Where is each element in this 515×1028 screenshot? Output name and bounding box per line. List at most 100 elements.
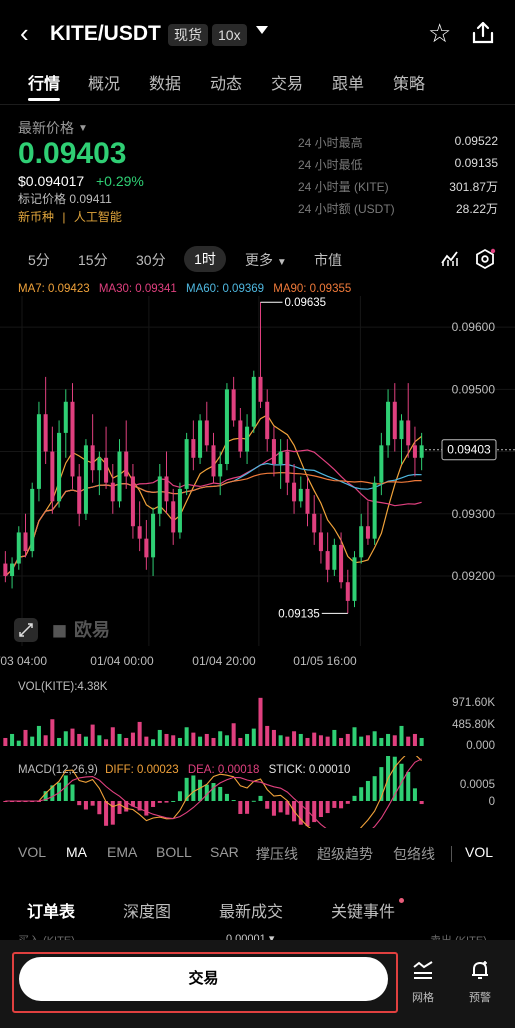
macd-bar: [184, 777, 189, 801]
tab-market[interactable]: 行情: [28, 76, 61, 93]
candlestick-chart[interactable]: ◼ 欧易 0.096000.095000.094000.093000.09200…: [0, 296, 515, 672]
macd-bar: [352, 795, 357, 801]
volume-bar: [43, 735, 48, 746]
tab-key-events[interactable]: 关键事件: [331, 904, 396, 921]
volume-bar: [352, 727, 357, 746]
indicator-ma[interactable]: MA: [66, 844, 87, 860]
candle: [271, 439, 276, 464]
x-axis-label: /03 04:00: [0, 654, 47, 668]
indicator-vol-sub[interactable]: VOL: [465, 844, 494, 860]
candle: [164, 476, 169, 502]
macd-bar: [325, 801, 330, 814]
price-label[interactable]: 最新价格 ▼: [18, 118, 88, 138]
candle: [399, 420, 404, 440]
grid-button[interactable]: 网格: [403, 958, 443, 1005]
volume-bar: [399, 725, 404, 746]
tag-ai[interactable]: 人工智能: [73, 210, 122, 224]
indicator-ema[interactable]: EMA: [107, 844, 138, 860]
tab-latest-trades[interactable]: 最新成交: [219, 904, 284, 921]
indicator-supertrend[interactable]: 超级趋势: [317, 846, 373, 862]
timeframe-5m[interactable]: 5分: [28, 252, 50, 268]
macd-bar: [97, 801, 102, 815]
price-change: +0.29%: [96, 173, 144, 189]
macd-bar: [245, 801, 250, 814]
x-axis-label: 01/04 20:00: [192, 654, 256, 668]
candle: [63, 401, 68, 433]
macd-bar: [77, 801, 82, 806]
grid-icon: [413, 961, 433, 979]
volume-bar: [23, 729, 28, 746]
timeframe-bar: 5分 15分 30分 1时 更多 ▼ 市值: [0, 246, 515, 272]
x-axis-label: 01/05 16:00: [293, 654, 357, 668]
macd-lines: [5, 756, 422, 828]
macd-bar: [238, 801, 243, 814]
candle: [198, 420, 203, 458]
timeframe-market-cap[interactable]: 市值: [314, 252, 342, 268]
macd-bar: [63, 775, 68, 801]
alert-button[interactable]: 预警: [460, 958, 500, 1005]
macd-bar: [332, 801, 337, 808]
tab-data[interactable]: 数据: [149, 76, 182, 93]
mark-price: 标记价格 0.09411: [18, 192, 112, 206]
macd-bar: [372, 776, 377, 801]
volume-bar: [70, 728, 75, 746]
stat-low: 24 小时最低 0.09135: [298, 156, 498, 178]
timeframe-more[interactable]: 更多 ▼: [245, 250, 287, 270]
indicator-chart-icon[interactable]: [440, 248, 460, 273]
tab-copy[interactable]: 跟单: [332, 76, 365, 93]
timeframe-15m[interactable]: 15分: [78, 252, 108, 268]
ma-legend: MA7: 0.09423 MA30: 0.09341 MA60: 0.09369…: [18, 283, 357, 295]
back-icon[interactable]: ‹: [20, 18, 29, 48]
timeframe-30m[interactable]: 30分: [136, 252, 166, 268]
candle: [151, 513, 156, 558]
candle: [157, 476, 162, 514]
candle: [83, 445, 88, 514]
macd-bar: [312, 801, 317, 823]
indicator-sar[interactable]: SAR: [210, 844, 239, 860]
candle: [117, 451, 122, 502]
category-tags: 新币种 | 人工智能: [18, 208, 122, 225]
macd-bar: [57, 782, 62, 801]
candle: [406, 420, 411, 446]
indicator-support-resistance[interactable]: 撑压线: [256, 846, 298, 862]
macd-bar: [3, 801, 8, 802]
watermark-text: 欧易: [74, 619, 110, 640]
candle: [90, 445, 95, 471]
tab-overview[interactable]: 概况: [88, 76, 121, 93]
tab-strategy[interactable]: 策略: [393, 76, 426, 93]
candles: [3, 302, 424, 614]
tab-depth-chart[interactable]: 深度图: [123, 904, 172, 921]
notification-dot: [399, 898, 404, 903]
candle: [278, 451, 283, 464]
trade-button[interactable]: 交易: [19, 957, 388, 1001]
stat-label: 24 小时最高: [298, 136, 363, 150]
candle: [171, 501, 176, 533]
indicator-vol[interactable]: VOL: [18, 844, 47, 860]
timeframe-1h[interactable]: 1时: [184, 246, 226, 272]
volume-bar: [110, 727, 115, 746]
pair-title[interactable]: KITE/USDT: [50, 22, 161, 45]
candle: [359, 526, 364, 558]
ma60-value: MA60: 0.09369: [186, 283, 265, 295]
tab-order-book[interactable]: 订单表: [27, 904, 76, 921]
indicator-boll[interactable]: BOLL: [156, 844, 192, 860]
macd-line: [5, 756, 422, 828]
settings-icon[interactable]: [474, 248, 496, 275]
macd-bar: [365, 780, 370, 801]
grid-label: 网格: [412, 992, 434, 1004]
candle: [204, 420, 209, 446]
macd-dea: DEA: 0.00018: [188, 764, 260, 776]
star-icon[interactable]: ☆: [428, 18, 452, 48]
volume-bar: [278, 735, 283, 746]
macd-bar: [110, 801, 115, 825]
candle: [124, 451, 129, 477]
tab-trade[interactable]: 交易: [271, 76, 304, 93]
macd-bar: [124, 801, 129, 812]
indicator-envelope[interactable]: 包络线: [393, 846, 435, 862]
tag-new-coin[interactable]: 新币种: [18, 210, 55, 224]
dropdown-caret-icon[interactable]: [256, 26, 268, 34]
candle: [419, 445, 424, 458]
share-icon[interactable]: [470, 20, 496, 51]
stat-value: 301.87万: [449, 180, 498, 194]
tab-feed[interactable]: 动态: [210, 76, 243, 93]
